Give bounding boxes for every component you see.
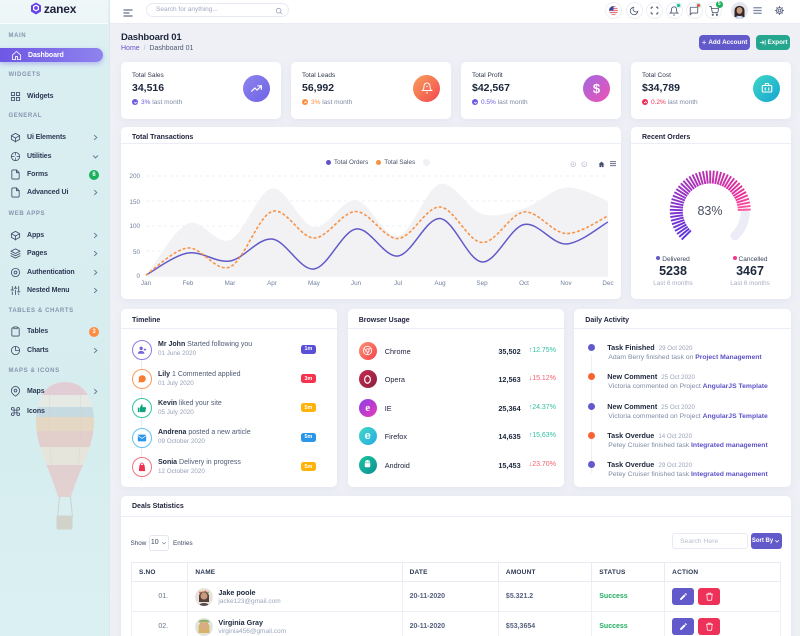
svg-text:Mar: Mar xyxy=(225,280,236,287)
svg-text:Jun: Jun xyxy=(351,280,362,287)
svg-text:Oct: Oct xyxy=(519,280,529,287)
svg-text:100: 100 xyxy=(129,223,140,230)
svg-text:Apr: Apr xyxy=(267,280,277,287)
svg-text:150: 150 xyxy=(129,199,140,206)
svg-text:Nov: Nov xyxy=(560,280,572,287)
svg-text:50: 50 xyxy=(133,249,141,256)
svg-text:Sep: Sep xyxy=(476,280,488,287)
svg-text:Feb: Feb xyxy=(183,280,194,287)
svg-text:Dec: Dec xyxy=(602,280,613,287)
svg-text:0: 0 xyxy=(136,273,140,280)
svg-text:Aug: Aug xyxy=(434,280,446,287)
svg-text:200: 200 xyxy=(129,173,140,180)
svg-text:May: May xyxy=(308,280,321,287)
svg-text:83%: 83% xyxy=(697,204,722,218)
svg-text:Jul: Jul xyxy=(394,280,402,287)
svg-text:Jan: Jan xyxy=(141,280,152,287)
